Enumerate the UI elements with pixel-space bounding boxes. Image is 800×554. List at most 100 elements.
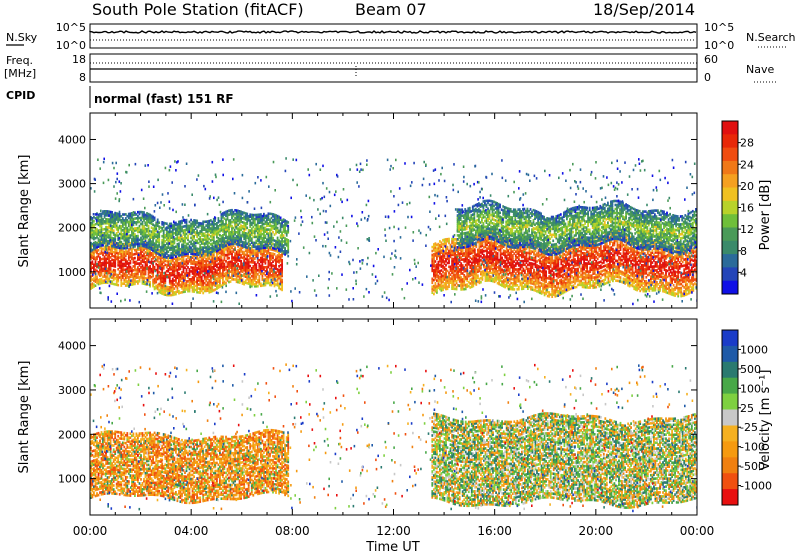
power-cell — [451, 269, 453, 273]
power-cell — [141, 226, 144, 230]
power-cell — [516, 284, 519, 287]
power-cell — [168, 286, 171, 289]
power-cell — [247, 250, 250, 254]
power-cell — [228, 280, 230, 284]
power-cell — [161, 262, 164, 266]
power-cell — [229, 238, 232, 242]
power-cell — [269, 220, 271, 223]
power-cell — [487, 239, 490, 242]
power-cell — [263, 222, 265, 226]
power-cell — [258, 219, 261, 222]
power-cell — [152, 274, 154, 278]
power-cell — [223, 217, 226, 220]
power-cell — [484, 245, 487, 249]
power-cell — [486, 261, 488, 264]
power-cell — [162, 279, 165, 282]
power-cell — [217, 227, 220, 230]
power-cell — [480, 255, 482, 258]
power-cell — [191, 228, 194, 232]
power-cell — [467, 274, 470, 278]
power-cell — [276, 254, 279, 257]
power-cell — [270, 232, 273, 236]
power-cell — [141, 254, 144, 257]
power-cell — [162, 290, 165, 294]
power-cell — [269, 238, 271, 241]
power-cell — [167, 230, 170, 234]
power-cell — [234, 238, 236, 242]
power-cell — [121, 246, 124, 250]
power-cell — [99, 252, 101, 255]
power-cell — [129, 214, 132, 217]
power-cell — [252, 245, 255, 249]
power-cell — [109, 218, 112, 222]
power-cell — [158, 290, 161, 294]
power-cell — [250, 253, 253, 256]
power-cell — [190, 240, 192, 244]
power-cell — [238, 231, 241, 235]
power-cell — [212, 221, 215, 225]
power-cell — [244, 253, 247, 257]
power-cell — [477, 258, 479, 262]
power-cell — [175, 255, 177, 258]
power-cell — [433, 274, 435, 278]
power-cell — [103, 281, 106, 284]
freq-label: Freq. — [6, 54, 33, 67]
power-cell — [179, 247, 182, 251]
power-cell — [511, 256, 514, 259]
power-cell — [228, 239, 230, 242]
power-cell — [191, 254, 194, 257]
power-cell — [434, 276, 437, 279]
power-cell — [222, 251, 224, 255]
power-cell — [147, 256, 150, 259]
power-cell — [258, 268, 261, 272]
power-cell — [109, 236, 112, 240]
power-cell — [223, 280, 226, 284]
power-cell — [431, 291, 434, 294]
power-cell — [120, 254, 123, 258]
power-cell — [193, 262, 195, 266]
power-cell — [237, 274, 239, 278]
power-cell — [235, 243, 238, 246]
power-cell — [94, 268, 97, 272]
power-cell — [102, 242, 104, 245]
power-cell — [231, 214, 233, 218]
power-cell — [190, 224, 192, 228]
power-cell — [273, 239, 276, 242]
power-cell — [126, 246, 129, 250]
power-cell — [473, 252, 476, 255]
power-cell — [194, 268, 197, 272]
power-cell — [235, 240, 238, 244]
power-cell — [220, 274, 223, 277]
power-cell — [141, 240, 144, 244]
power-cell — [223, 264, 226, 268]
power-cell — [205, 283, 208, 287]
power-cell — [504, 262, 507, 265]
power-cell — [153, 230, 156, 233]
power-cell — [223, 213, 226, 216]
power-cell — [126, 226, 129, 230]
power-cell — [243, 251, 246, 254]
power-cell — [141, 250, 144, 253]
power-cell — [114, 243, 117, 247]
power-cell — [258, 247, 261, 250]
power-cell — [156, 234, 159, 237]
power-cell — [457, 262, 459, 265]
freq-unit: [MHz] — [4, 67, 36, 80]
power-cell — [181, 227, 183, 231]
power-cell — [499, 271, 502, 275]
power-cell — [170, 256, 173, 259]
power-cell — [238, 219, 241, 223]
power-cell — [275, 247, 277, 251]
power-cell — [205, 267, 208, 271]
power-cell — [118, 238, 121, 242]
power-cell — [266, 216, 268, 219]
power-cell — [273, 227, 276, 230]
power-cell — [184, 225, 186, 228]
power-cell — [190, 270, 192, 273]
power-cell — [100, 226, 103, 229]
power-cell — [96, 232, 98, 235]
power-cell — [97, 272, 100, 276]
power-cell — [194, 227, 197, 230]
power-cell — [156, 240, 159, 243]
power-cell — [463, 283, 466, 287]
